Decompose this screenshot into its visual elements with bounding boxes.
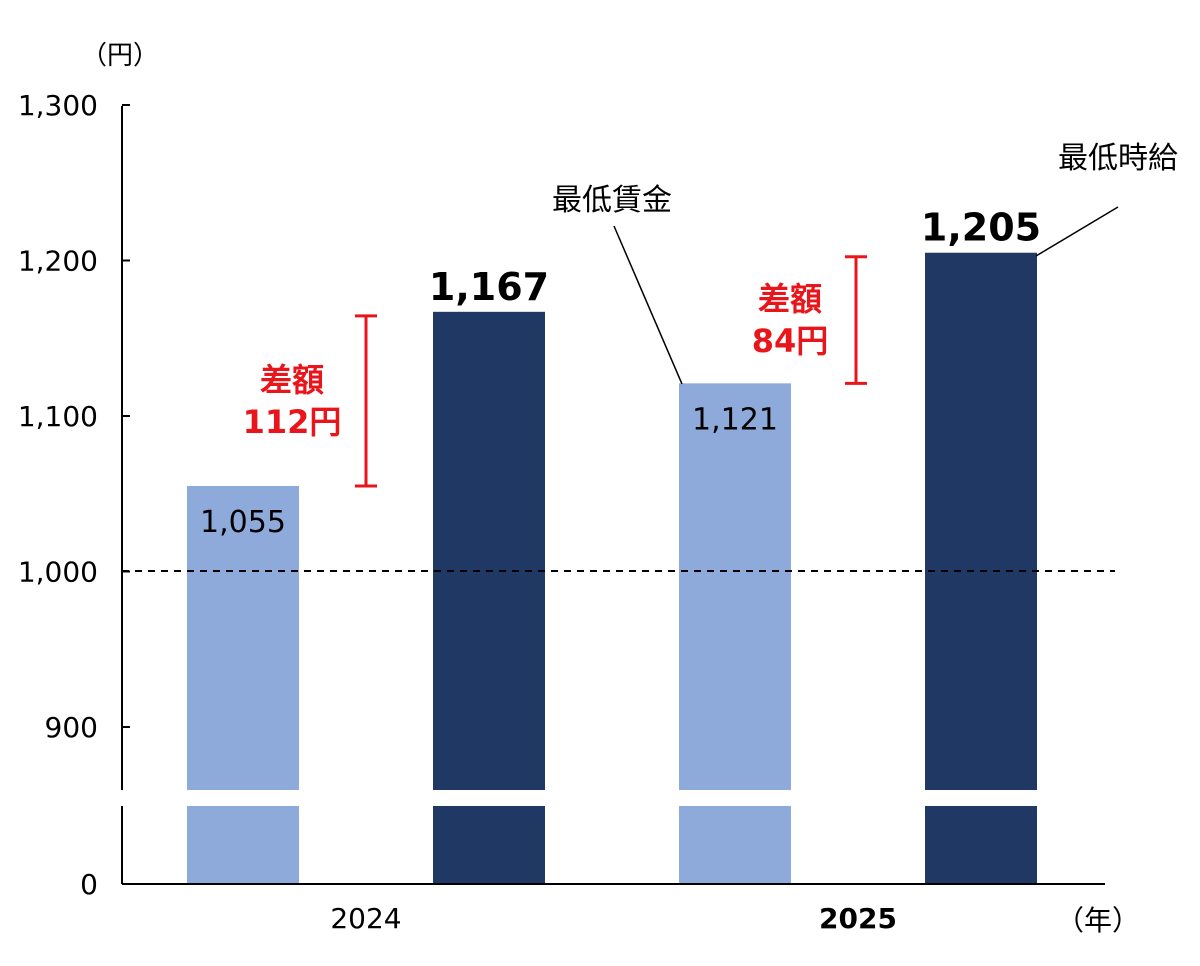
data-label: 1,121: [692, 402, 778, 437]
data-label: 1,167: [429, 265, 549, 309]
series-label-min-wage: 最低賃金: [552, 183, 672, 218]
bar-base: [679, 806, 791, 884]
data-label: 1,205: [921, 206, 1041, 250]
series-leader-min-hourly: [1035, 206, 1119, 257]
data-label: 1,055: [200, 505, 286, 540]
gap-value: 84円: [752, 322, 829, 360]
y-tick-label: 0: [80, 868, 98, 901]
bar: [433, 311, 545, 790]
series-leader-min-wage: [613, 225, 683, 385]
bar: [925, 252, 1037, 791]
bar: [679, 383, 791, 790]
series-label-min-hourly: 最低時給: [1058, 141, 1178, 176]
y-axis-unit: （円）: [81, 41, 159, 71]
y-tick-label: 900: [45, 711, 98, 744]
y-tick-label: 1,000: [18, 556, 98, 589]
gap-label: 差額: [260, 361, 324, 399]
y-tick-label: 1,100: [18, 400, 98, 433]
gap-value: 112円: [243, 403, 342, 441]
y-tick-label: 1,200: [18, 245, 98, 278]
x-tick-label-2025: 2025: [819, 902, 897, 935]
gap-label: 差額: [758, 280, 822, 318]
x-tick-label-2024: 2024: [330, 902, 401, 935]
x-axis-unit: （年）: [1056, 904, 1140, 937]
y-tick-label: 1,300: [18, 89, 98, 122]
bar-base: [433, 806, 545, 884]
bar-base: [925, 806, 1037, 884]
bar-base: [187, 806, 299, 884]
bar: [187, 485, 299, 790]
